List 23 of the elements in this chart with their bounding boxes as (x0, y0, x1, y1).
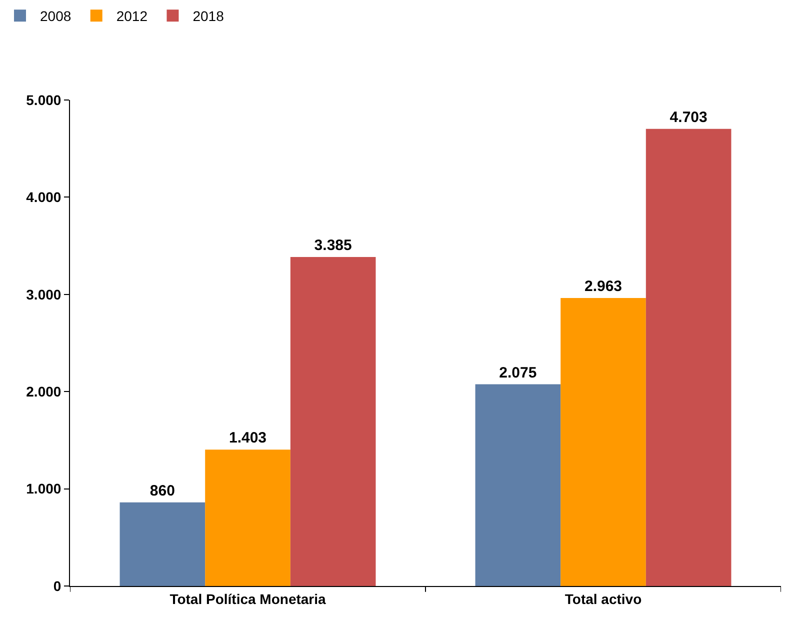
bar (120, 502, 206, 586)
data-label: 3.385 (314, 236, 352, 254)
bar (646, 128, 732, 586)
legend-label: 2008 (40, 8, 72, 24)
legend-label: 2018 (192, 8, 224, 24)
y-tick-label: 1.000 (26, 480, 62, 497)
data-label: 860 (150, 482, 175, 500)
y-tick-label: 4.000 (26, 189, 62, 206)
bar (205, 450, 290, 586)
y-tick-label: 3.000 (26, 286, 62, 302)
y-tick-label: 5.000 (26, 92, 62, 108)
bar (560, 298, 646, 586)
y-tick-label: 2.000 (26, 384, 62, 400)
y-tick-label: 0 (53, 578, 62, 594)
data-label: 2.075 (499, 364, 537, 382)
data-label: 1.403 (228, 430, 267, 447)
legend-label: 2012 (116, 8, 148, 24)
data-label: 2.963 (584, 278, 622, 295)
x-tick-label: Total activo (564, 590, 642, 607)
data-label: 4.703 (670, 108, 708, 126)
bar (290, 256, 376, 586)
x-tick-label: Total Política Monetaria (170, 590, 326, 607)
bar (475, 384, 561, 586)
